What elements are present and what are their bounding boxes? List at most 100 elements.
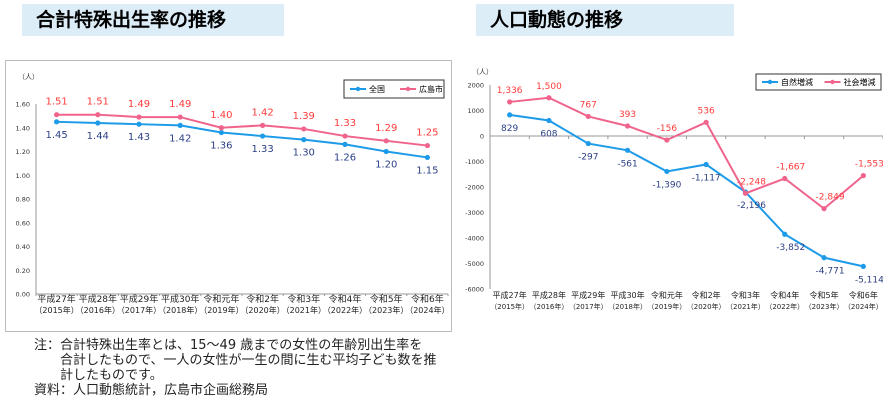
x-tick-sublabel: （2016年） (530, 302, 569, 311)
data-label: 1.33 (334, 118, 356, 129)
x-tick-sublabel: （2015年） (34, 305, 78, 315)
x-tick-sublabel: （2018年） (158, 305, 202, 315)
data-point (703, 119, 709, 125)
data-point (301, 126, 307, 132)
data-point (821, 255, 827, 261)
data-label: 1.51 (87, 97, 109, 108)
y-tick-label: 0 (480, 133, 484, 141)
data-point (177, 114, 183, 120)
x-tick-label: 平成29年 (120, 293, 158, 305)
data-label: -156 (657, 124, 678, 134)
x-tick-sublabel: （2019年） (199, 305, 243, 315)
data-label: 1.36 (210, 141, 232, 152)
data-point (383, 148, 389, 155)
data-label: 1.40 (210, 110, 232, 121)
y-tick-label: 0.20 (16, 267, 30, 275)
x-tick-label: 平成27年 (37, 293, 75, 305)
y-tick-label: 1.00 (16, 172, 30, 180)
note-line: 注：合計特殊出生率とは、15～49 歳までの女性の年齢別出生率を (34, 338, 423, 353)
data-point (95, 120, 101, 126)
y-axis-unit: （人） (472, 68, 493, 76)
data-label: 1.44 (87, 131, 109, 142)
x-tick-label: 令和2年 (246, 293, 279, 305)
data-label: -3,852 (776, 243, 805, 253)
y-tick-label: -3000 (465, 209, 484, 217)
data-point (177, 122, 183, 128)
x-tick-sublabel: （2021年） (726, 302, 765, 311)
data-point (507, 112, 513, 118)
data-point (424, 142, 430, 149)
y-tick-label: 1.40 (16, 124, 30, 132)
x-tick-label: 令和3年 (731, 290, 760, 300)
data-label: 608 (540, 129, 557, 139)
data-label: 1.42 (251, 107, 273, 118)
x-tick-label: 令和5年 (810, 290, 839, 300)
data-point (95, 112, 101, 118)
data-point (624, 123, 631, 129)
y-tick-label: 0.00 (16, 291, 30, 299)
x-tick-label: 令和元年 (203, 293, 239, 305)
footnote: 注：合計特殊出生率とは、15～49 歳までの女性の年齢別出生率を 合計したもので… (34, 338, 436, 398)
source-line: 資料：人口動態統計，広島市企画総務局 (34, 383, 269, 398)
data-label: -5,114 (855, 275, 883, 285)
x-tick-sublabel: （2018年） (608, 302, 647, 311)
data-label: 536 (698, 106, 715, 116)
data-label: 767 (580, 100, 597, 110)
data-point (136, 121, 142, 127)
y-tick-label: -4000 (465, 235, 484, 243)
data-point (546, 117, 552, 124)
series-line-全国 (56, 120, 428, 159)
y-axis-unit: （人） (18, 73, 39, 81)
data-label: 1.49 (169, 99, 191, 110)
x-tick-label: 平成27年 (493, 290, 527, 300)
data-point (585, 140, 591, 147)
data-label: 1.49 (128, 99, 150, 110)
data-label: 1.20 (375, 160, 397, 171)
data-label: 393 (619, 110, 636, 120)
data-label: -2,849 (816, 193, 845, 203)
data-point (742, 190, 749, 196)
data-point (703, 161, 709, 168)
data-point (342, 133, 348, 139)
data-point (342, 141, 348, 147)
data-point (624, 147, 631, 153)
legend-label: 自然増減 (781, 77, 813, 87)
data-point (383, 138, 389, 144)
data-point (821, 206, 827, 212)
y-tick-label: 0.80 (16, 196, 30, 204)
y-tick-label: 0.40 (16, 243, 30, 251)
x-tick-label: 令和6年 (849, 290, 878, 300)
x-tick-sublabel: （2021年） (282, 305, 326, 315)
series-line-自然増減 (509, 113, 864, 268)
x-tick-sublabel: （2016年） (76, 305, 120, 315)
data-label: -561 (617, 159, 637, 169)
data-label: -2,248 (737, 177, 766, 187)
y-tick-label: 1.60 (16, 101, 30, 109)
x-tick-sublabel: （2017年） (117, 305, 161, 315)
data-point (860, 173, 866, 179)
data-point (301, 137, 307, 143)
data-point (664, 137, 670, 143)
x-tick-label: 令和2年 (692, 290, 721, 300)
y-tick-label: 2000 (467, 82, 484, 90)
data-point (860, 263, 866, 270)
legend-marker (355, 86, 361, 92)
data-label: 1.15 (416, 165, 438, 176)
x-tick-sublabel: （2023年） (805, 302, 844, 311)
x-tick-label: 令和3年 (287, 293, 320, 305)
x-tick-sublabel: （2020年） (687, 302, 726, 311)
population-chart-title: 人口動態の推移 (476, 4, 734, 36)
data-label: 1,500 (536, 82, 562, 92)
legend-box (343, 79, 445, 99)
x-tick-label: 令和4年 (329, 293, 362, 305)
data-label: 1.29 (375, 123, 397, 134)
y-tick-label: 1.20 (16, 148, 30, 156)
data-point (664, 168, 670, 175)
data-point (424, 154, 430, 161)
data-point (585, 113, 591, 120)
y-tick-label: 1000 (467, 107, 484, 115)
series-line-社会増減 (509, 96, 864, 210)
x-tick-label: 平成28年 (532, 290, 566, 300)
legend-label: 広島市 (419, 84, 443, 94)
data-point (54, 112, 60, 118)
